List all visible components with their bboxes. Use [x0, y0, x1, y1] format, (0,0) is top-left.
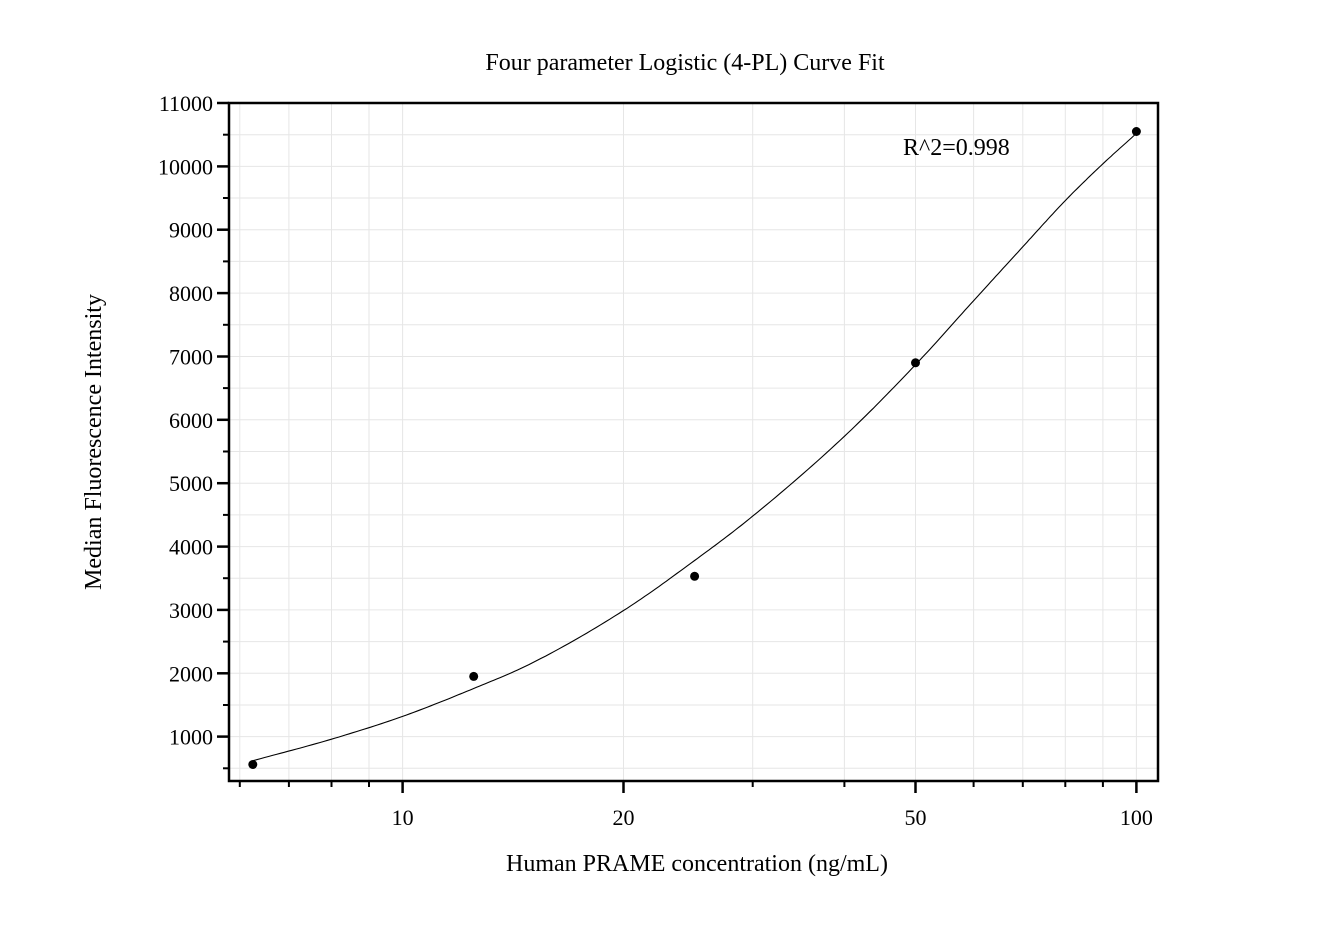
y-tick-label: 11000 — [159, 91, 213, 116]
fit-curve-layer — [252, 132, 1137, 762]
y-tick-label: 5000 — [169, 471, 213, 496]
y-tick-label: 4000 — [169, 535, 213, 560]
x-tick-label: 50 — [905, 805, 927, 830]
y-tick-label: 2000 — [169, 661, 213, 686]
y-axis-ticks: 1000 2000 3000 4000 5000 6000 7000 8000 9000 1000… — [158, 91, 229, 770]
data-points-layer — [248, 127, 1141, 769]
y-tick-label: 1000 — [169, 725, 213, 750]
plot-frame — [227, 101, 1160, 783]
x-tick-label: 100 — [1120, 805, 1153, 830]
r-squared-annotation: R^2=0.998 — [903, 135, 1010, 161]
y-axis-label: Median Fluorescence Intensity — [81, 294, 107, 590]
data-point — [690, 571, 700, 581]
data-point — [248, 760, 258, 769]
x-axis-label: Human PRAME concentration (ng/mL) — [506, 851, 888, 877]
chart-title: Four parameter Logistic (4-PL) Curve Fit — [485, 50, 885, 76]
y-tick-label: 10000 — [158, 154, 213, 179]
data-point — [1131, 127, 1141, 136]
y-tick-label: 9000 — [169, 218, 213, 243]
grid — [229, 102, 1158, 781]
x-axis-ticks: 10 20 50 100 — [238, 781, 1153, 830]
x-tick-label: 20 — [613, 805, 635, 830]
fit-curve-line — [252, 132, 1137, 762]
y-tick-label: 7000 — [169, 345, 213, 370]
data-point — [911, 358, 920, 368]
x-tick-label: 10 — [392, 805, 414, 830]
y-tick-label: 3000 — [169, 598, 213, 623]
data-point — [469, 671, 479, 681]
y-tick-label: 8000 — [169, 281, 213, 306]
y-tick-label: 6000 — [169, 408, 213, 433]
